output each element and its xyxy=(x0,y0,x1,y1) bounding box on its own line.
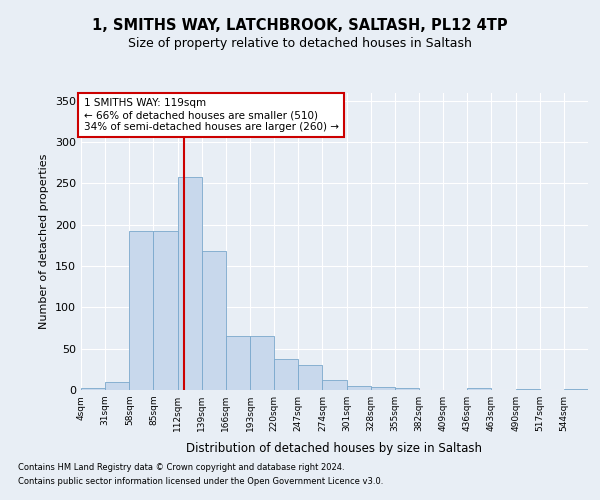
Text: Size of property relative to detached houses in Saltash: Size of property relative to detached ho… xyxy=(128,38,472,51)
Bar xyxy=(81,388,105,390)
Bar xyxy=(178,177,202,390)
Bar xyxy=(395,388,419,390)
Bar xyxy=(250,336,274,390)
Bar xyxy=(515,389,540,390)
Y-axis label: Number of detached properties: Number of detached properties xyxy=(40,154,49,329)
Bar xyxy=(371,386,395,390)
Bar xyxy=(467,388,491,390)
Bar xyxy=(105,382,129,390)
Bar xyxy=(274,360,298,390)
Bar xyxy=(347,386,371,390)
Text: Contains public sector information licensed under the Open Government Licence v3: Contains public sector information licen… xyxy=(18,478,383,486)
X-axis label: Distribution of detached houses by size in Saltash: Distribution of detached houses by size … xyxy=(187,442,482,456)
Text: 1, SMITHS WAY, LATCHBROOK, SALTASH, PL12 4TP: 1, SMITHS WAY, LATCHBROOK, SALTASH, PL12… xyxy=(92,18,508,32)
Bar xyxy=(564,389,588,390)
Bar xyxy=(298,365,322,390)
Text: Contains HM Land Registry data © Crown copyright and database right 2024.: Contains HM Land Registry data © Crown c… xyxy=(18,462,344,471)
Bar xyxy=(322,380,347,390)
Bar xyxy=(154,232,178,390)
Bar xyxy=(226,336,250,390)
Bar xyxy=(129,232,154,390)
Bar xyxy=(202,251,226,390)
Text: 1 SMITHS WAY: 119sqm
← 66% of detached houses are smaller (510)
34% of semi-deta: 1 SMITHS WAY: 119sqm ← 66% of detached h… xyxy=(83,98,338,132)
